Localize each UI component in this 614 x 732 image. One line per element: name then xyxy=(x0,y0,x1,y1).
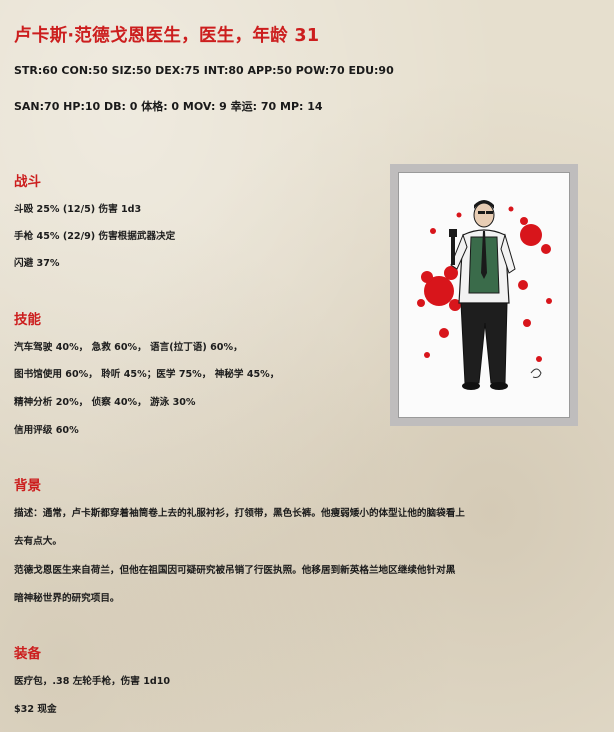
combat-brawl: 斗殴 25% (12/5) 伤害 1d3 xyxy=(14,204,142,215)
background-line: 描述：通常，卢卡斯都穿着袖筒卷上去的礼服衬衫，打领带，黑色长裤。他瘦弱矮小的体型… xyxy=(14,508,465,519)
skills-line: 图书馆使用 60%， 聆听 45%；医学 75%， 神秘学 45%， xyxy=(14,369,280,380)
equipment-line: 医疗包，.38 左轮手枪，伤害 1d10 xyxy=(14,676,171,687)
skills-line: 汽车驾驶 40%， 急救 60%， 语言(拉丁语) 60%， xyxy=(14,342,243,353)
background-line: 去有点大。 xyxy=(14,536,62,547)
character-portrait xyxy=(390,164,578,426)
skills-line: 精神分析 20%， 侦察 40%， 游泳 30% xyxy=(14,397,196,408)
equipment-line: $32 现金 xyxy=(14,704,57,715)
combat-handgun: 手枪 45% (22/9) 伤害根据武器决定 xyxy=(14,231,176,242)
combat-dodge: 闪避 37% xyxy=(14,258,60,269)
derived-stats-line: SAN:70 HP:10 DB: 0 体格: 0 MOV: 9 幸运: 70 M… xyxy=(14,100,323,113)
character-title: 卢卡斯·范德戈恩医生，医生，年龄 31 xyxy=(14,26,320,46)
background-line: 暗神秘世界的研究项目。 xyxy=(14,593,120,604)
doctor-with-revolver-illustration-icon xyxy=(417,200,552,390)
background-heading: 背景 xyxy=(14,478,41,494)
equipment-heading: 装备 xyxy=(14,646,41,662)
skills-line: 信用评级 60% xyxy=(14,425,79,436)
combat-heading: 战斗 xyxy=(14,174,41,190)
background-line: 范德戈恩医生来自荷兰，但他在祖国因可疑研究被吊销了行医执照。他移居到新英格兰地区… xyxy=(14,565,456,576)
skills-heading: 技能 xyxy=(14,312,41,328)
attributes-line: STR:60 CON:50 SIZ:50 DEX:75 INT:80 APP:5… xyxy=(14,64,394,77)
